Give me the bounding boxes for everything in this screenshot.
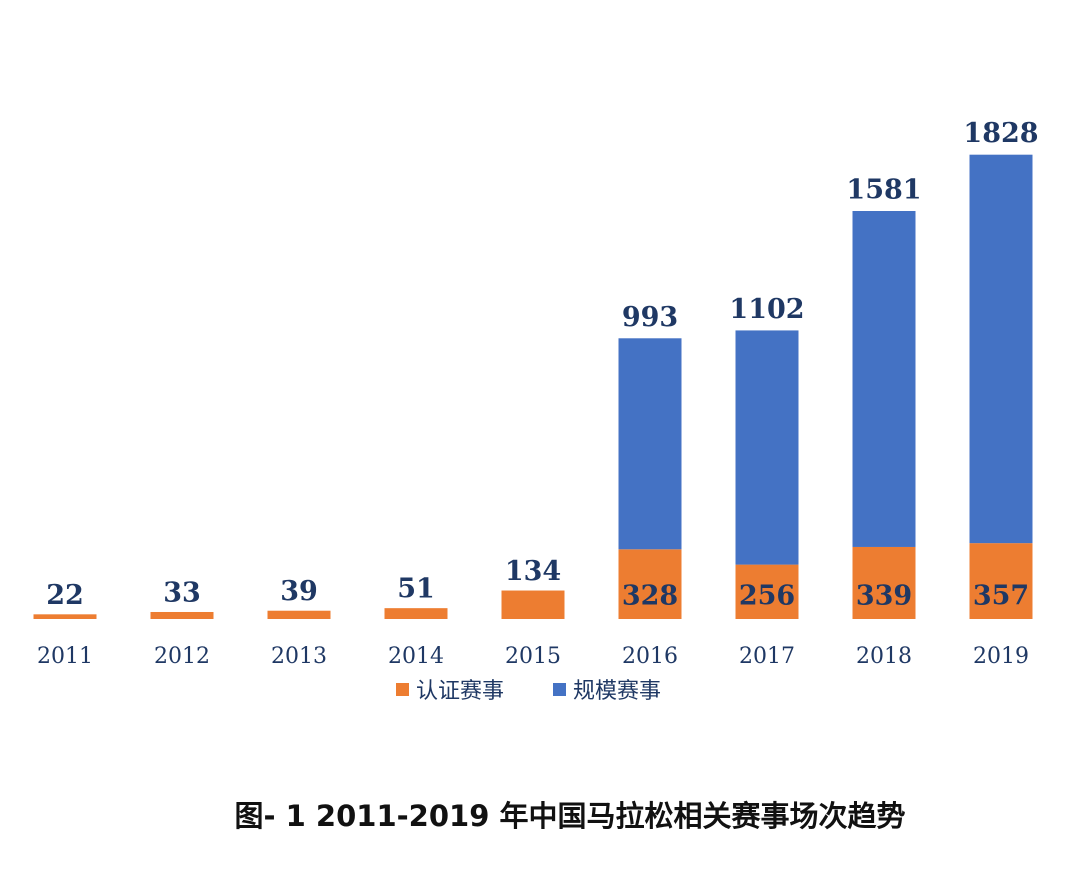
bar-segment <box>735 564 799 619</box>
value-label: 993 <box>622 302 678 333</box>
value-label: 339 <box>856 581 912 612</box>
x-tick-label: 2015 <box>505 644 561 669</box>
bar-segment <box>852 211 916 547</box>
x-tick-label: 2019 <box>973 644 1029 669</box>
bar-segment <box>150 611 214 619</box>
x-tick-label: 2011 <box>37 644 93 669</box>
value-label: 1581 <box>846 175 921 206</box>
value-label: 33 <box>163 577 201 608</box>
bar-segment <box>618 549 682 619</box>
bar-segment <box>501 590 565 619</box>
legend-swatch <box>396 683 409 696</box>
bar-segment <box>384 608 448 619</box>
legend-label: 认证赛事 <box>416 679 504 704</box>
value-label: 328 <box>622 581 678 612</box>
bar-segment <box>618 338 682 550</box>
x-tick-label: 2018 <box>856 644 912 669</box>
x-tick-label: 2016 <box>622 644 678 669</box>
legend-label: 规模赛事 <box>573 679 661 704</box>
legend-swatch <box>553 683 566 696</box>
x-tick-label: 2014 <box>388 644 444 669</box>
x-tick-label: 2017 <box>739 644 795 669</box>
value-label: 39 <box>280 576 318 607</box>
value-label: 256 <box>739 581 795 612</box>
bar-segment <box>852 546 916 619</box>
value-label: 1102 <box>729 294 804 325</box>
value-label: 1828 <box>963 118 1038 149</box>
x-tick-label: 2012 <box>154 644 210 669</box>
bar-segment <box>267 610 331 619</box>
bar-segment <box>969 543 1033 619</box>
value-label: 51 <box>397 574 435 605</box>
value-label: 22 <box>46 580 84 611</box>
chart-title: 图- 1 2011-2019 年中国马拉松相关赛事场次趋势 <box>235 799 906 833</box>
value-label: 357 <box>973 581 1029 612</box>
x-tick-label: 2013 <box>271 644 327 669</box>
bar-segment <box>969 154 1033 544</box>
value-label: 134 <box>505 556 561 587</box>
bar-segment <box>735 330 799 565</box>
bar-segment <box>33 614 97 619</box>
